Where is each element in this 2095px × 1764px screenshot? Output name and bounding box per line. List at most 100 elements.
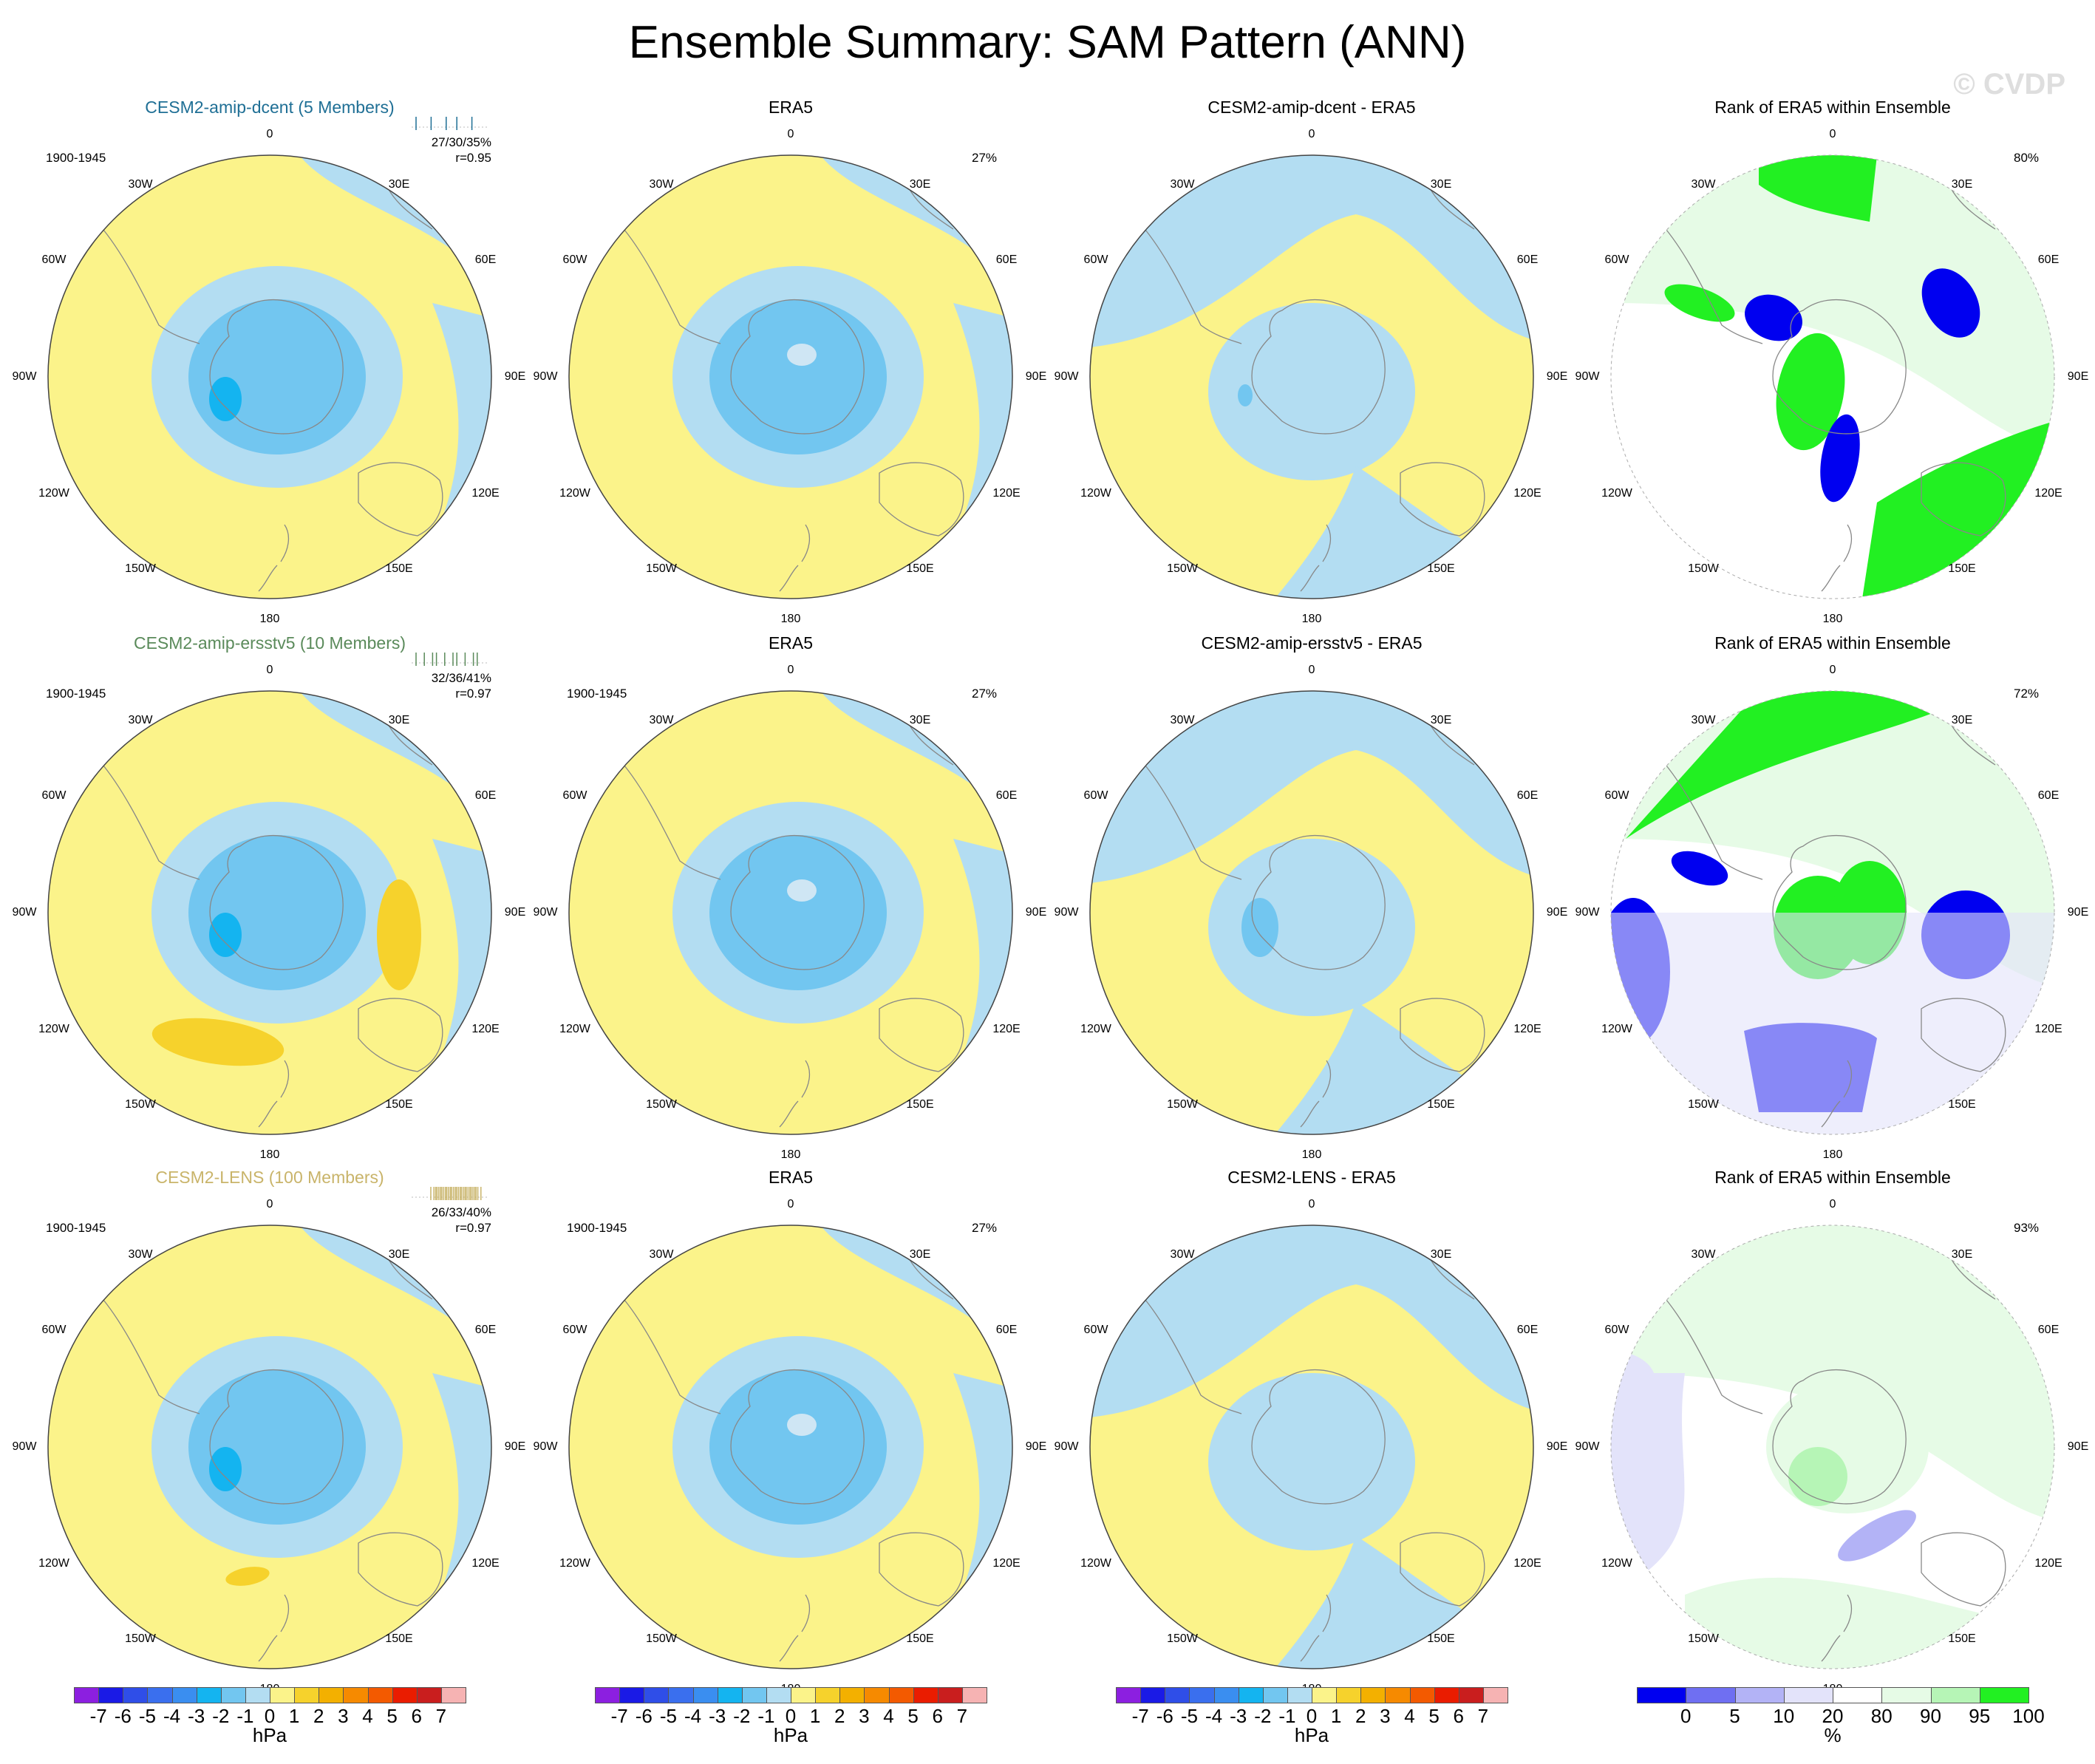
colorbar-tick-label: -3 — [1230, 1705, 1247, 1727]
lon-label-0: 0 — [1829, 128, 1836, 140]
colorbar-tick-label: 6 — [932, 1705, 943, 1727]
lon-label-120E: 120E — [992, 487, 1021, 500]
colorbar-swatch — [171, 1687, 197, 1703]
lon-label-30W: 30W — [649, 714, 674, 726]
lon-label-60E: 60E — [995, 1324, 1018, 1336]
coastline-australia — [1400, 1532, 1485, 1607]
lon-label-90W: 90W — [1575, 370, 1600, 383]
coastline-australia — [1400, 998, 1485, 1072]
coastline-south-america — [1141, 1295, 1242, 1414]
colorbar-swatch — [839, 1687, 865, 1703]
coastline-new-zealand — [258, 1594, 290, 1662]
colorbar-swatch — [1686, 1687, 1736, 1703]
lon-label-150W: 150W — [1167, 1098, 1198, 1111]
coastline-new-zealand — [779, 524, 811, 592]
coastline-south-america — [99, 760, 200, 880]
colorbar-swatch — [1734, 1687, 1785, 1703]
map-border — [568, 690, 1013, 1135]
colorbar-tick-label: 0 — [264, 1705, 276, 1727]
lon-label-150E: 150E — [385, 1632, 413, 1645]
lon-label-30W: 30W — [1170, 1248, 1195, 1261]
lon-label-150W: 150W — [125, 1098, 156, 1111]
contour-region — [1208, 1373, 1415, 1550]
colorbar-tick-label: -2 — [1254, 1705, 1272, 1727]
colorbar-swatch — [367, 1687, 393, 1703]
lon-label-150E: 150E — [1948, 562, 1976, 575]
coastline-south-america — [1141, 760, 1242, 880]
colorbar-swatch — [147, 1687, 173, 1703]
colorbar-tick-label: 5 — [386, 1705, 398, 1727]
lon-label-0: 0 — [787, 128, 794, 140]
lon-label-90E: 90E — [504, 906, 526, 919]
colorbar-swatch — [1116, 1687, 1142, 1703]
colorbar-swatch — [1189, 1687, 1215, 1703]
lon-label-150E: 150E — [906, 562, 934, 575]
colorbar-swatch — [245, 1687, 270, 1703]
period-label: 1900-1945 — [46, 151, 106, 165]
colorbar-swatch — [270, 1687, 296, 1703]
lon-label-120W: 120W — [559, 1023, 590, 1035]
panel-title-model-row1: CESM2-amip-dcent (5 Members) — [145, 98, 395, 117]
lon-label-60E: 60E — [1516, 789, 1539, 802]
rank-percent: 80% — [2014, 151, 2040, 165]
lon-label-0: 0 — [266, 128, 273, 140]
lon-label-0: 0 — [1308, 1198, 1315, 1210]
rank-percent: 93% — [2014, 1221, 2040, 1235]
lon-label-30W: 30W — [128, 1248, 153, 1261]
colorbar-tick-label: -4 — [1205, 1705, 1223, 1727]
colorbar-tick-label: 0 — [1306, 1705, 1318, 1727]
pattern-correlation: r=0.97 — [455, 687, 491, 701]
lon-label-60E: 60E — [2037, 789, 2060, 802]
colorbar-tick-label: 5 — [1729, 1705, 1740, 1727]
lon-label-120E: 120E — [2034, 487, 2062, 500]
period-label: 1900-1945 — [46, 687, 106, 701]
panel-title-obs-row1: ERA5 — [768, 98, 814, 117]
colorbar-unit: hPa — [773, 1724, 808, 1746]
colorbar-swatch — [913, 1687, 939, 1703]
lon-label-0: 0 — [787, 1198, 794, 1210]
coastline-new-zealand — [779, 1060, 811, 1128]
lon-label-90W: 90W — [533, 370, 558, 383]
panel-title-diff-row2: CESM2-amip-ersstv5 - ERA5 — [1201, 633, 1423, 653]
panel-title-obs-row3: ERA5 — [768, 1168, 814, 1187]
lon-label-120E: 120E — [1513, 1023, 1542, 1035]
lon-label-150E: 150E — [385, 1098, 413, 1111]
period-label: 1900-1945 — [46, 1221, 106, 1235]
colorbar-swatch — [1287, 1687, 1312, 1703]
coastline-new-zealand — [1300, 524, 1332, 592]
colorbar-swatch — [1833, 1687, 1883, 1703]
colorbar-tick-label: 2 — [1355, 1705, 1366, 1727]
colorbar-tick-label: 0 — [1680, 1705, 1692, 1727]
lon-label-0: 0 — [1308, 128, 1315, 140]
colorbar-swatch — [644, 1687, 670, 1703]
coastline-australia — [879, 462, 964, 537]
colorbar-swatch — [1213, 1687, 1239, 1703]
coastline-australia — [1921, 998, 2006, 1072]
contour-region — [1090, 155, 1533, 347]
colorbar-swatch — [668, 1687, 694, 1703]
coastline-australia — [879, 1532, 964, 1607]
lon-label-150E: 150E — [385, 562, 413, 575]
lon-label-90W: 90W — [1054, 370, 1079, 383]
colorbar-unit: % — [1824, 1724, 1842, 1746]
contour-region — [1838, 1510, 1916, 1562]
lon-label-30E: 30E — [1430, 1248, 1452, 1261]
colorbar-unit: hPa — [252, 1724, 287, 1746]
lon-label-30W: 30W — [649, 178, 674, 191]
coastline-australia — [358, 998, 443, 1072]
contour-region — [1090, 691, 1533, 883]
lon-label-150W: 150W — [125, 1632, 156, 1645]
contour-region — [1208, 839, 1415, 1016]
coastline-antarctica — [730, 834, 865, 970]
colorbar-swatch — [1238, 1687, 1264, 1703]
lon-label-150W: 150W — [646, 562, 677, 575]
coastline-antarctica — [209, 299, 344, 435]
lon-label-120W: 120W — [1080, 487, 1111, 500]
colorbar-swatch — [619, 1687, 645, 1703]
colorbar-swatch — [1637, 1687, 1687, 1703]
lon-label-30E: 30E — [1951, 714, 1973, 726]
colorbar-swatch — [1262, 1687, 1288, 1703]
lon-label-90E: 90E — [1025, 906, 1047, 919]
contour-region — [787, 1414, 817, 1436]
colorbar-tick-label: -2 — [212, 1705, 230, 1727]
